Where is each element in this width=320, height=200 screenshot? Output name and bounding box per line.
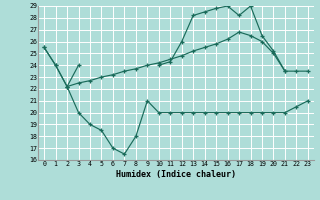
X-axis label: Humidex (Indice chaleur): Humidex (Indice chaleur): [116, 170, 236, 179]
